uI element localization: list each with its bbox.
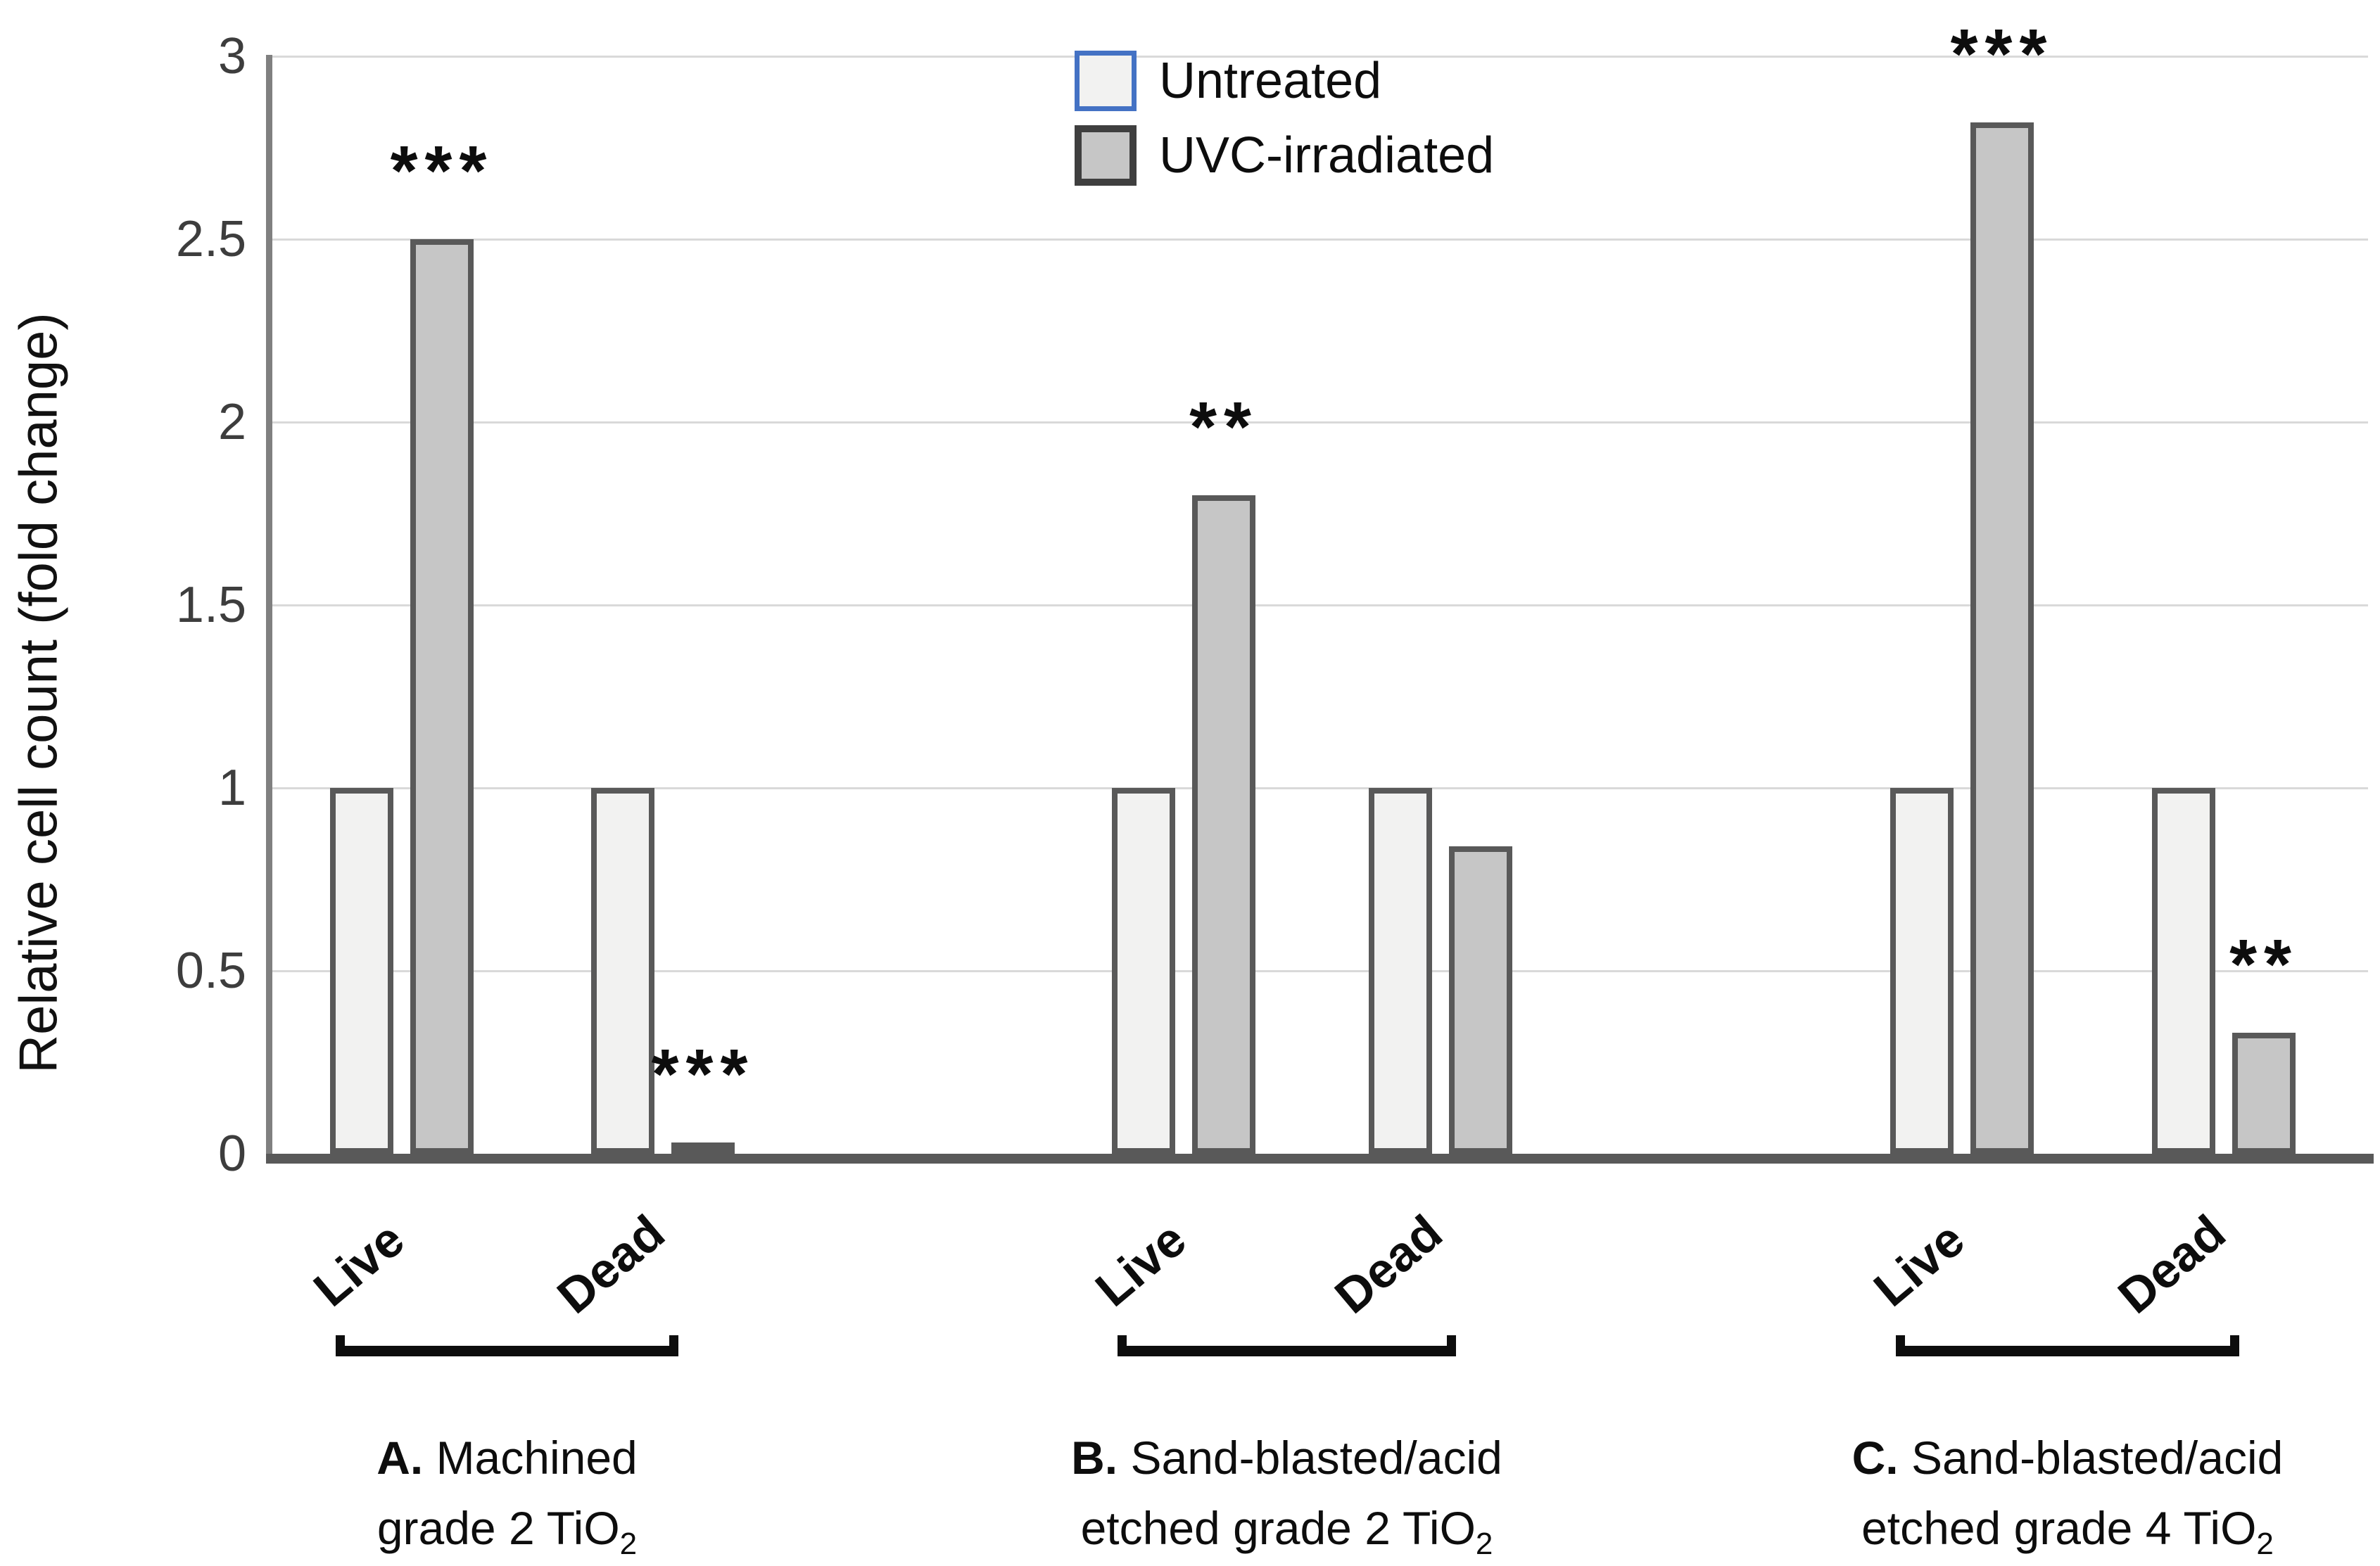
x-axis-baseline — [266, 1154, 2374, 1164]
x-category-label-a-live: Live — [303, 1211, 414, 1317]
y-tick-label: 1.5 — [175, 577, 246, 633]
bar-c-dead-untreated — [2152, 788, 2215, 1154]
legend-item-uvc-irradiated: UVC-irradiated — [1075, 125, 1494, 186]
gridline-y-1 — [271, 787, 2368, 789]
group-bracket-a — [336, 1335, 678, 1356]
bar-a-live-untreated — [330, 788, 393, 1154]
y-tick-label: 1 — [217, 760, 246, 816]
bar-b-live-untreated — [1112, 788, 1175, 1154]
group-caption-line2: etched grade 2 TiO — [1080, 1502, 1476, 1554]
group-caption-line2: grade 2 TiO — [376, 1502, 620, 1554]
bar-c-dead-uvc-irradiated — [2232, 1033, 2296, 1154]
gridline-y-3 — [271, 56, 2368, 58]
group-caption-subscript: 2 — [1475, 1527, 1493, 1562]
x-category-label-b-live: Live — [1085, 1211, 1196, 1317]
y-axis-title: Relative cell count (fold change) — [8, 312, 69, 1074]
significance-stars-b-live: ** — [1189, 388, 1258, 466]
group-caption-line2: etched grade 4 TiO — [1861, 1502, 2257, 1554]
gridline-y-2.5 — [271, 238, 2368, 241]
group-caption-a: A. Machined grade 2 TiO2 — [376, 1422, 638, 1566]
group-caption-subscript: 2 — [619, 1527, 638, 1562]
group-caption-line1: Machined — [423, 1432, 638, 1484]
bar-a-dead-untreated — [591, 788, 654, 1154]
group-bracket-c — [1896, 1335, 2239, 1356]
significance-stars-c-live: *** — [1950, 14, 2054, 94]
legend-label-untreated: Untreated — [1159, 53, 1382, 109]
x-category-label-c-live: Live — [1863, 1211, 1975, 1317]
y-tick-label: 3 — [217, 28, 246, 84]
group-caption-letter: A. — [376, 1432, 424, 1484]
x-category-label-c-dead: Dead — [2108, 1204, 2236, 1324]
group-caption-b: B. Sand-blasted/acid etched grade 2 TiO2 — [1071, 1422, 1502, 1566]
untreated-swatch — [1075, 51, 1137, 111]
group-caption-line1: Sand-blasted/acid — [1118, 1432, 1502, 1484]
y-axis-line — [266, 55, 272, 1163]
gridline-y-0.5 — [271, 970, 2368, 972]
group-caption-line1: Sand-blasted/acid — [1898, 1432, 2284, 1484]
group-caption-subscript: 2 — [2256, 1527, 2274, 1562]
bar-b-dead-uvc-irradiated — [1449, 846, 1512, 1154]
bar-a-dead-uvc-irradiated — [671, 1142, 735, 1154]
bar-b-dead-untreated — [1369, 788, 1432, 1154]
bar-b-live-uvc-irradiated — [1192, 495, 1255, 1154]
significance-stars-a-dead: *** — [651, 1035, 755, 1114]
group-caption-letter: B. — [1071, 1432, 1118, 1484]
bar-c-live-uvc-irradiated — [1970, 122, 2034, 1154]
x-category-label-b-dead: Dead — [1324, 1204, 1452, 1324]
significance-stars-c-dead: ** — [2229, 925, 2298, 1005]
y-tick-label: 2.5 — [175, 211, 246, 267]
legend: Untreated UVC-irradiated — [1075, 51, 1494, 200]
gridline-y-1.5 — [271, 604, 2368, 606]
y-tick-label: 2 — [217, 394, 246, 450]
y-tick-label: 0 — [217, 1126, 246, 1182]
uvc-irradiated-swatch — [1075, 125, 1137, 186]
x-category-label-a-dead: Dead — [547, 1204, 675, 1324]
significance-stars-a-live: *** — [390, 132, 494, 210]
group-bracket-b — [1118, 1335, 1456, 1356]
bar-c-live-untreated — [1890, 788, 1954, 1154]
group-caption-letter: C. — [1852, 1432, 1899, 1484]
y-tick-label: 0.5 — [175, 943, 246, 999]
legend-label-uvc-irradiated: UVC-irradiated — [1159, 127, 1495, 184]
legend-item-untreated: Untreated — [1075, 51, 1494, 111]
gridline-y-2 — [271, 421, 2368, 424]
bar-a-live-uvc-irradiated — [410, 239, 474, 1154]
group-caption-c: C. Sand-blasted/acid etched grade 4 TiO2 — [1852, 1422, 2284, 1566]
